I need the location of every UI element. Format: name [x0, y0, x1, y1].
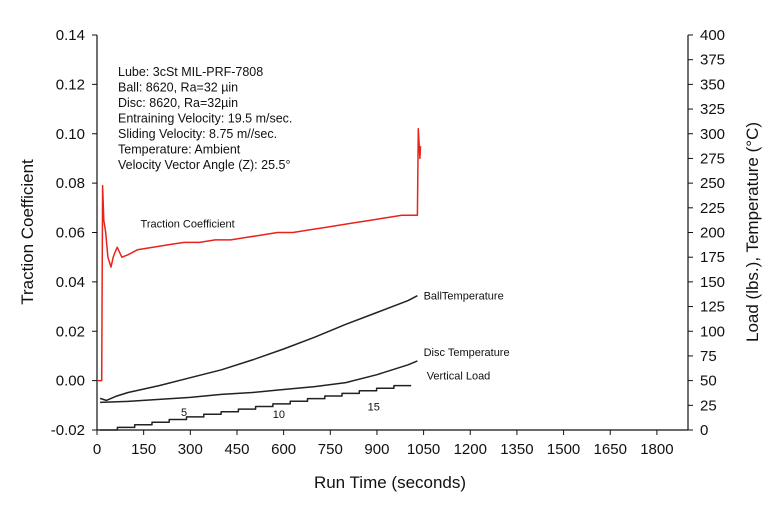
- annotation-label: 15: [368, 401, 380, 413]
- y-tick-label: 0.06: [56, 225, 85, 242]
- x-tick-label: 150: [131, 441, 156, 458]
- y2-tick-label: 150: [700, 274, 725, 291]
- annotation-label: 5: [181, 407, 187, 419]
- y2-tick-label: 100: [700, 323, 725, 340]
- info-line: Lube: 3cSt MIL-PRF-7808: [118, 65, 263, 79]
- y-tick-label: 0.12: [56, 76, 85, 93]
- y2-tick-label: 275: [700, 150, 725, 167]
- y2-axis-title: Load (lbs.), Temperature (°C): [743, 122, 762, 342]
- x-axis: 0 150 300 450 600 750 900 1050 1200 1350 1500 1650 1…: [93, 430, 674, 458]
- info-line: Velocity Vector Angle (Z): 25.5°: [118, 158, 290, 172]
- info-line: Disc: 8620, Ra=32µin: [118, 96, 238, 110]
- y-axis-left: -0.02 0.00 0.02 0.04 0.06 0.08 0.10 0.12 0.14: [51, 27, 97, 439]
- annotation-label: 10: [273, 409, 285, 421]
- y-tick-label: 0.02: [56, 323, 85, 340]
- y2-tick-label: 350: [700, 76, 725, 93]
- info-box: Lube: 3cSt MIL-PRF-7808 Ball: 8620, Ra=32…: [118, 65, 292, 172]
- series-line-vertical-load: [100, 384, 412, 431]
- y-tick-label: 0.00: [56, 373, 85, 390]
- y2-tick-label: 250: [700, 175, 725, 192]
- x-tick-label: 1200: [454, 441, 487, 458]
- x-tick-label: 450: [224, 441, 249, 458]
- y2-tick-label: 300: [700, 126, 725, 143]
- y-tick-label: 0.04: [56, 274, 85, 291]
- x-tick-label: 1350: [500, 441, 533, 458]
- y-tick-label: 0.10: [56, 126, 85, 143]
- annotation-label: Traction Coefficient: [141, 219, 235, 231]
- x-tick-label: 750: [318, 441, 343, 458]
- y2-tick-label: 375: [700, 52, 725, 69]
- y-axis-right: 0 25 50 75 100 125 150 175 200 225 250 275 300 325 350…: [688, 27, 725, 439]
- annotation-label: BallTemperature: [424, 291, 504, 303]
- info-line: Temperature: Ambient: [118, 143, 241, 157]
- y2-tick-label: 400: [700, 27, 725, 44]
- series-line-balltemperature: [99, 295, 418, 402]
- y2-tick-label: 125: [700, 299, 725, 316]
- y2-tick-label: 200: [700, 225, 725, 242]
- y2-tick-label: 50: [700, 373, 717, 390]
- y2-tick-label: 175: [700, 249, 725, 266]
- series-group: [97, 128, 422, 431]
- x-tick-label: 1500: [547, 441, 580, 458]
- series-line-disc-temperature: [100, 360, 418, 404]
- y2-tick-label: 75: [700, 348, 717, 365]
- x-tick-label: 1650: [594, 441, 627, 458]
- x-tick-label: 0: [93, 441, 101, 458]
- x-axis-title: Run Time (seconds): [314, 473, 466, 492]
- info-line: Sliding Velocity: 8.75 m//sec.: [118, 127, 277, 141]
- y2-tick-label: 325: [700, 101, 725, 118]
- series-line-traction-coefficient: [97, 128, 422, 382]
- annotations-group: Traction Coefficient BallTemperature Disc …: [141, 219, 510, 422]
- annotation-label: Disc Temperature: [424, 347, 510, 359]
- info-line: Ball: 8620, Ra=32 µin: [118, 81, 238, 95]
- annotation-label: Vertical Load: [427, 371, 491, 383]
- x-tick-label: 600: [271, 441, 296, 458]
- y2-tick-label: 225: [700, 200, 725, 217]
- info-line: Entraining Velocity: 19.5 m/sec.: [118, 112, 292, 126]
- y-tick-label: 0.14: [56, 27, 85, 44]
- x-tick-label: 900: [364, 441, 389, 458]
- y2-tick-label: 25: [700, 397, 717, 414]
- y2-tick-label: 0: [700, 422, 708, 439]
- x-tick-label: 1800: [640, 441, 673, 458]
- x-tick-label: 300: [178, 441, 203, 458]
- y-tick-label: -0.02: [51, 422, 85, 439]
- y-axis-title: Traction Coefficient: [18, 159, 37, 305]
- y-tick-label: 0.08: [56, 175, 85, 192]
- x-tick-label: 1050: [407, 441, 440, 458]
